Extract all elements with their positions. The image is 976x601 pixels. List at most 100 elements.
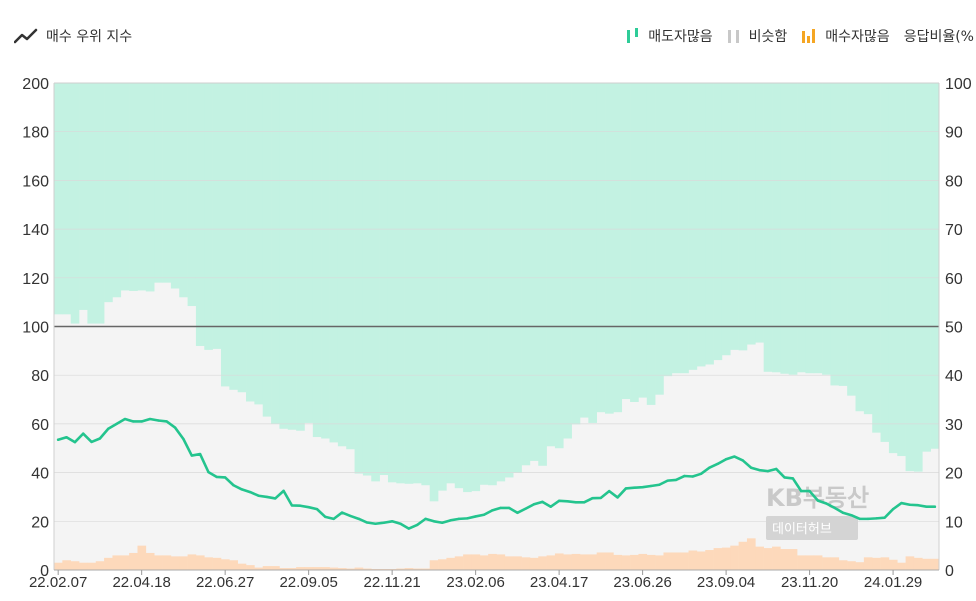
bar-sell [329, 83, 339, 443]
x-tick-label: 23.09.04 [697, 574, 755, 591]
bar-buy [396, 568, 405, 570]
left-tick-label: 100 [22, 320, 49, 337]
bar-buy [70, 561, 80, 570]
left-tick-label: 40 [31, 466, 49, 483]
bar-buy [913, 557, 923, 570]
bar-buy [529, 557, 539, 570]
bar-sell [663, 83, 673, 377]
index-line-group [56, 417, 937, 530]
x-tick-label: 22.09.05 [279, 574, 337, 591]
index-point [157, 419, 160, 422]
axes [53, 82, 940, 571]
index-point [708, 466, 711, 469]
index-point [399, 522, 402, 525]
legend-item-similar[interactable]: 비슷함 [727, 26, 787, 46]
bar-sell [538, 83, 547, 466]
bar-sell [772, 83, 781, 373]
index-point [274, 497, 277, 500]
index-point [749, 466, 753, 469]
left-tick-label: 200 [22, 76, 49, 93]
bar-sell [579, 83, 589, 418]
bar-sell [254, 83, 264, 405]
index-point [466, 517, 469, 520]
index-point [891, 507, 895, 511]
x-tick-label: 22.04.18 [112, 574, 170, 591]
bar-buy [671, 552, 681, 570]
bar-sell [154, 83, 163, 283]
index-point [574, 501, 578, 504]
legend-item-sell[interactable]: 매도자많음 [626, 26, 713, 46]
index-point [190, 454, 193, 457]
index-point [733, 455, 736, 458]
bar-buy [746, 538, 756, 570]
bar-sell [479, 83, 489, 485]
bar-buy [872, 557, 881, 570]
bar-buy [646, 554, 656, 570]
index-point [307, 505, 310, 509]
bar-buy [446, 557, 456, 570]
index-point [140, 420, 143, 423]
bar-sell [529, 83, 539, 461]
bar-buy [79, 562, 88, 570]
bar-sell [546, 83, 556, 447]
index-point [541, 500, 544, 504]
x-axis-ticks: 22.02.07 22.04.18 22.06.27 22.09.05 22.11.21… [29, 570, 922, 591]
left-tick-label: 20 [31, 514, 49, 531]
index-point [132, 420, 135, 423]
x-tick-label: 23.04.17 [530, 574, 588, 591]
index-point [858, 517, 861, 521]
bar-buy [554, 553, 564, 570]
index-point [699, 472, 703, 476]
index-point [449, 519, 452, 522]
legend-item-buy[interactable]: 매수자많음 [801, 26, 890, 46]
bar-buy [204, 557, 213, 570]
bar-buy [579, 554, 589, 570]
index-point [633, 486, 636, 489]
index-point [549, 505, 552, 508]
index-point [315, 507, 319, 511]
index-point [65, 436, 68, 439]
bar-sell [638, 83, 648, 398]
bar-buy [897, 562, 906, 570]
bar-buy [822, 557, 831, 570]
bar-sell [571, 83, 581, 425]
index-point [766, 469, 770, 473]
bar-buy [596, 552, 606, 570]
index-point [658, 483, 661, 486]
bar-buy [863, 557, 873, 570]
x-tick-label: 22.06.27 [196, 574, 254, 591]
left-tick-label: 0 [40, 563, 49, 580]
bar-buy [588, 554, 597, 570]
right-tick-label: 100 [945, 76, 972, 93]
bar-sell [170, 83, 180, 289]
bar-buy [471, 554, 481, 570]
bar-sell [321, 83, 330, 439]
bar-buy [112, 555, 122, 570]
index-point [933, 505, 937, 508]
left-tick-label: 180 [22, 125, 49, 142]
index-point [908, 503, 911, 506]
bar-sell [237, 83, 247, 393]
bar-sell [746, 83, 756, 345]
bar-buy [413, 568, 422, 570]
chart-title-group: 매수 우위 지수 [14, 26, 132, 46]
bar-buy [730, 545, 739, 570]
bar-buy [738, 541, 748, 570]
bar-sell [371, 83, 380, 482]
bar-buy [546, 555, 556, 570]
bar-buy [513, 556, 522, 570]
bar-buy [429, 560, 439, 570]
bar-buy [262, 566, 272, 570]
bar-sell [79, 83, 88, 310]
bar-sell [721, 83, 731, 356]
bar-sell [880, 83, 890, 442]
legend-label-sell: 매도자많음 [648, 29, 713, 45]
index-point [432, 520, 436, 523]
x-tick-label: 23.11.20 [781, 574, 838, 591]
index-point [223, 476, 227, 479]
bar-sell [696, 83, 706, 367]
bar-buy [354, 567, 364, 570]
index-point [883, 516, 886, 519]
bar-sell [797, 83, 806, 373]
bar-sell [863, 83, 873, 415]
